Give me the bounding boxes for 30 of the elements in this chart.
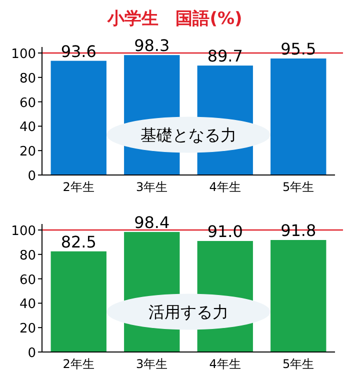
data-label: 98.4 xyxy=(134,212,170,232)
y-tick-label: 100 xyxy=(11,47,36,62)
y-tick-label: 40 xyxy=(19,297,36,312)
x-tick-label: 3年生 xyxy=(136,180,168,194)
y-tick-label: 40 xyxy=(19,120,36,136)
x-tick-label: 2年生 xyxy=(62,357,94,371)
x-tick-label: 2年生 xyxy=(62,180,94,194)
x-tick-label: 3年生 xyxy=(136,357,168,371)
x-tick-label: 4年生 xyxy=(209,180,241,194)
y-tick-label: 80 xyxy=(19,248,36,264)
y-tick-label: 60 xyxy=(19,96,36,111)
y-tick-label: 60 xyxy=(19,272,36,288)
data-label: 82.5 xyxy=(60,232,96,252)
y-tick-label: 20 xyxy=(19,322,36,337)
y-tick-label: 100 xyxy=(11,224,36,239)
bar xyxy=(270,58,326,175)
annotation: 基礎となる力 xyxy=(140,126,236,145)
chart-title: 小学生 国語(%) xyxy=(106,9,242,29)
y-tick-label: 0 xyxy=(28,169,36,184)
x-tick-label: 5年生 xyxy=(282,357,314,371)
bar xyxy=(50,251,106,352)
y-tick-label: 20 xyxy=(19,144,36,160)
x-tick-label: 4年生 xyxy=(209,357,241,371)
bar xyxy=(50,60,106,175)
bar xyxy=(270,240,326,352)
y-tick-label: 80 xyxy=(19,71,36,86)
annotation: 活用する力 xyxy=(148,302,228,322)
data-label: 98.3 xyxy=(134,36,170,56)
x-tick-label: 5年生 xyxy=(282,180,314,194)
y-tick-label: 0 xyxy=(28,346,36,361)
